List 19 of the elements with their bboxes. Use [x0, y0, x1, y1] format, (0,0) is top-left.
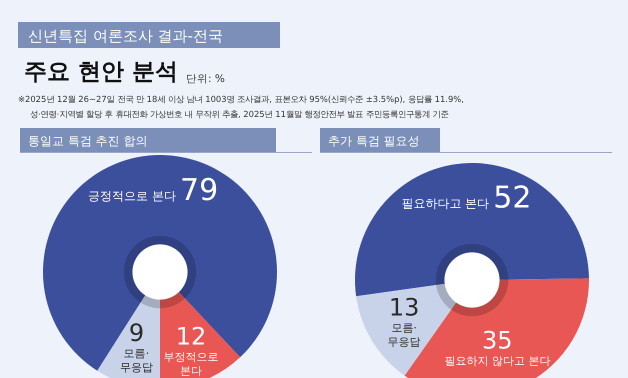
slice-label: 모름·무응답 [120, 346, 153, 374]
slice-label: 부정적으로 본다 [164, 350, 219, 378]
data-label: 52 [493, 180, 532, 216]
text: 신년특집 여론조사 결과-전국 [28, 27, 223, 45]
data-label: 9 [128, 318, 144, 347]
slice-label: 긍정적으로 본다 [88, 188, 176, 203]
chart-title: 추가 특검 필요성 [328, 134, 420, 148]
text: ※2025년 12월 26~27일 전국 만 18세 이상 남녀 1003명 조사결과, 표본오차 95%(신뢰수준 ±3.5%p), 응답률 11.9%, [18, 94, 464, 104]
slice-label: 필요하다고 본다 [401, 196, 490, 211]
data-label: 12 [176, 322, 206, 350]
text: 성·연령·지역별 할당 후 휴대전화 가상번호 내 무작위 추출, 2025년 11월말 행정안전부 발표 주민등록인구통계 기준 [30, 109, 449, 119]
data-label: 13 [388, 293, 420, 322]
chart-title: 통일교 특검 추진 합의 [28, 134, 148, 148]
text: 주요 현안 분석 [24, 59, 178, 85]
slice-label: 필요하지 않다고 본다 [444, 354, 550, 368]
data-label: 79 [180, 172, 218, 208]
data-label: 35 [482, 326, 513, 355]
text: 단위: % [186, 73, 225, 85]
slice-label: 모름·무응답 [388, 321, 421, 348]
